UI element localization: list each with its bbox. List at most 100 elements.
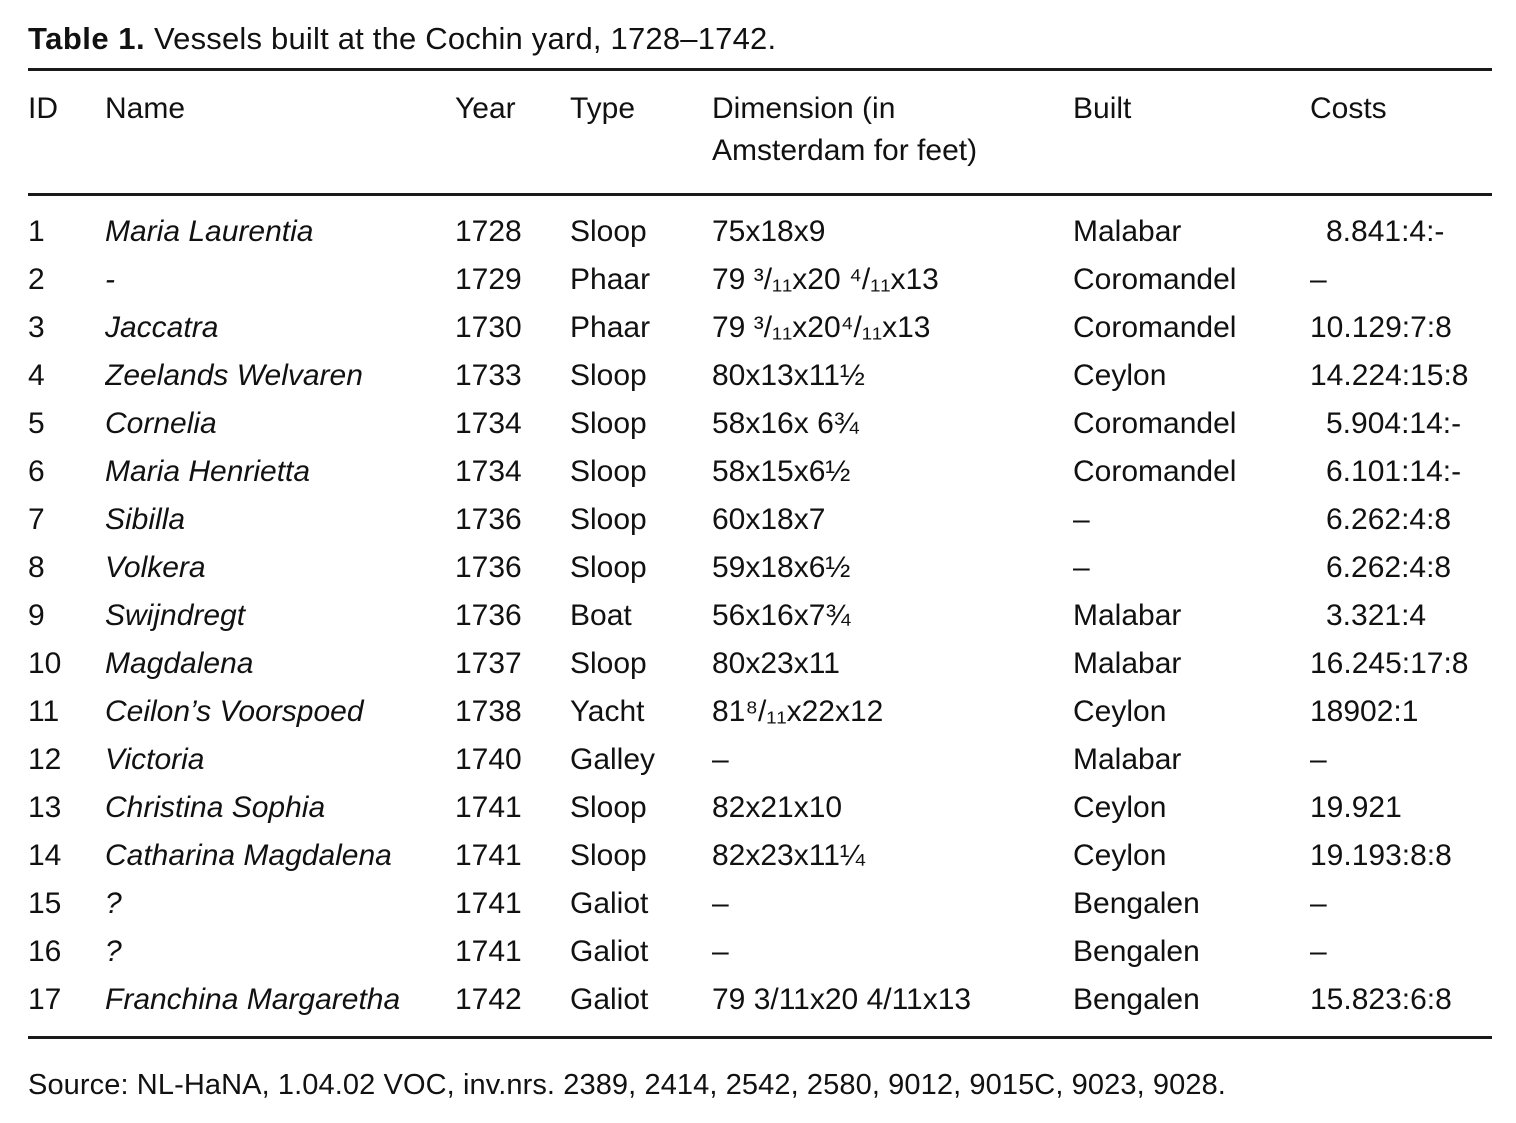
cell-dimension: 58x16x 6¾ [712, 407, 859, 440]
cell-costs: 18902:1 [1310, 695, 1419, 728]
cell-built: Malabar [1073, 215, 1182, 248]
cell-id: 7 [28, 503, 45, 536]
cell-id: 11 [28, 695, 60, 728]
cell-name: Magdalena [105, 647, 254, 680]
cell-type: Sloop [570, 359, 647, 392]
cell-id: 2 [28, 263, 45, 296]
cell-year: 1742 [455, 983, 522, 1016]
table-row: 14 Catharina Magdalena 1741 Sloop 82x23x11¼ C… [28, 832, 1492, 880]
cell-type: Sloop [570, 839, 647, 872]
cell-dimension: 60x18x7 [712, 503, 826, 536]
cell-id: 4 [28, 359, 45, 392]
cell-year: 1741 [455, 887, 522, 920]
cell-year: 1741 [455, 839, 522, 872]
table-row: 8 Volkera 1736 Sloop 59x18x6½ – 6.262:4:8 [28, 544, 1492, 592]
column-header-dimension: Dimension (in Amsterdam for feet) [712, 69, 1073, 196]
cell-type: Sloop [570, 407, 647, 440]
table-row: 7 Sibilla 1736 Sloop 60x18x7 – 6.262:4:8 [28, 496, 1492, 544]
cell-type: Galley [570, 743, 656, 776]
cell-costs: 19.193:8:8 [1310, 839, 1452, 872]
cell-dimension: 82x23x11¼ [712, 839, 865, 872]
cell-name: Christina Sophia [105, 791, 326, 824]
cell-costs: 6.262:4:8 [1326, 503, 1452, 536]
cell-dimension: 58x15x6½ [712, 455, 851, 488]
cell-year: 1730 [455, 311, 522, 344]
cell-id: 3 [28, 311, 45, 344]
table-row: 6 Maria Henrietta 1734 Sloop 58x15x6½ Coroman… [28, 448, 1492, 496]
cell-built: – [1073, 551, 1090, 584]
cell-name: Jaccatra [105, 311, 219, 344]
cell-costs: 8.841:4:- [1326, 215, 1445, 248]
cell-id: 1 [28, 215, 45, 248]
cell-built: Coromandel [1073, 455, 1237, 488]
cell-built: Bengalen [1073, 935, 1200, 968]
cell-type: Sloop [570, 455, 647, 488]
cell-dimension: 59x18x6½ [712, 551, 851, 584]
header-row: ID Name Year Type Dimension (in Amsterda… [28, 69, 1492, 196]
table-row: 1 Maria Laurentia 1728 Sloop 75x18x9 Malabar 8… [28, 195, 1492, 257]
table-row: 16? 1741 Galiot – Bengalen – [28, 928, 1492, 976]
cell-type: Boat [570, 599, 632, 632]
cell-name: Franchina Margaretha [105, 983, 401, 1016]
cell-name: Ceilon’s Voorspoed [105, 695, 364, 728]
cell-id: 14 [28, 839, 62, 872]
cell-id: 9 [28, 599, 45, 632]
cell-id: 13 [28, 791, 62, 824]
cell-year: 1736 [455, 599, 522, 632]
cell-type: Phaar [570, 311, 651, 344]
cell-id: 17 [28, 983, 62, 1016]
cell-costs: – [1310, 743, 1327, 776]
cell-name: - [105, 263, 115, 296]
column-header-built: Built [1073, 69, 1310, 196]
cell-year: 1741 [455, 791, 522, 824]
cell-year: 1736 [455, 551, 522, 584]
cell-dimension: 75x18x9 [712, 215, 826, 248]
cell-costs: 5.904:14:- [1326, 407, 1462, 440]
cell-type: Galiot [570, 983, 649, 1016]
cell-id: 10 [28, 647, 62, 680]
cell-id: 5 [28, 407, 45, 440]
cell-costs: – [1310, 935, 1327, 968]
cell-type: Phaar [570, 263, 651, 296]
cell-year: 1740 [455, 743, 522, 776]
cell-dimension: 82x21x10 [712, 791, 843, 824]
cell-year: 1728 [455, 215, 522, 248]
cell-dimension: – [712, 887, 729, 920]
cell-built: – [1073, 503, 1090, 536]
column-header-type: Type [570, 69, 712, 196]
table-row: 5 Cornelia 1734 Sloop 58x16x 6¾ Coromandel 5.9… [28, 400, 1492, 448]
column-header-year: Year [455, 69, 570, 196]
cell-type: Galiot [570, 887, 649, 920]
cell-costs: – [1310, 263, 1327, 296]
cell-type: Sloop [570, 215, 647, 248]
cell-costs: 3.321:4 [1326, 599, 1427, 632]
cell-costs: 15.823:6:8 [1310, 983, 1452, 1016]
cell-costs: 10.129:7:8 [1310, 311, 1452, 344]
table-row: 15? 1741 Galiot – Bengalen – [28, 880, 1492, 928]
cell-type: Galiot [570, 935, 649, 968]
cell-name: Maria Henrietta [105, 455, 311, 488]
cell-costs: 16.245:17:8 [1310, 647, 1469, 680]
cell-costs: – [1310, 887, 1327, 920]
cell-year: 1737 [455, 647, 522, 680]
cell-name: Maria Laurentia [105, 215, 314, 248]
cell-id: 6 [28, 455, 45, 488]
cell-id: 16 [28, 935, 62, 968]
table-body: 1 Maria Laurentia 1728 Sloop 75x18x9 Malabar 8… [28, 195, 1492, 1038]
cell-type: Sloop [570, 551, 647, 584]
column-header-name: Name [105, 69, 455, 196]
table-row: 4 Zeelands Welvaren 1733 Sloop 80x13x11½ Ceyl… [28, 352, 1492, 400]
cell-built: Coromandel [1073, 407, 1237, 440]
cell-built: Ceylon [1073, 695, 1167, 728]
cell-name: Zeelands Welvaren [105, 359, 363, 392]
cell-id: 8 [28, 551, 45, 584]
table-caption: Table 1. Vessels built at the Cochin yar… [28, 16, 1490, 62]
cell-dimension: 79 ³/₁₁x20 ⁴/₁₁x13 [712, 263, 939, 296]
column-header-id: ID [28, 69, 105, 196]
cell-built: Malabar [1073, 647, 1182, 680]
cell-costs: 19.921 [1310, 791, 1402, 824]
cell-id: 15 [28, 887, 62, 920]
cell-built: Malabar [1073, 599, 1182, 632]
table-row: 10 Magdalena 1737 Sloop 80x23x11 Malabar 16.24… [28, 640, 1492, 688]
table-row: 12 Victoria 1740 Galley – Malabar – [28, 736, 1492, 784]
